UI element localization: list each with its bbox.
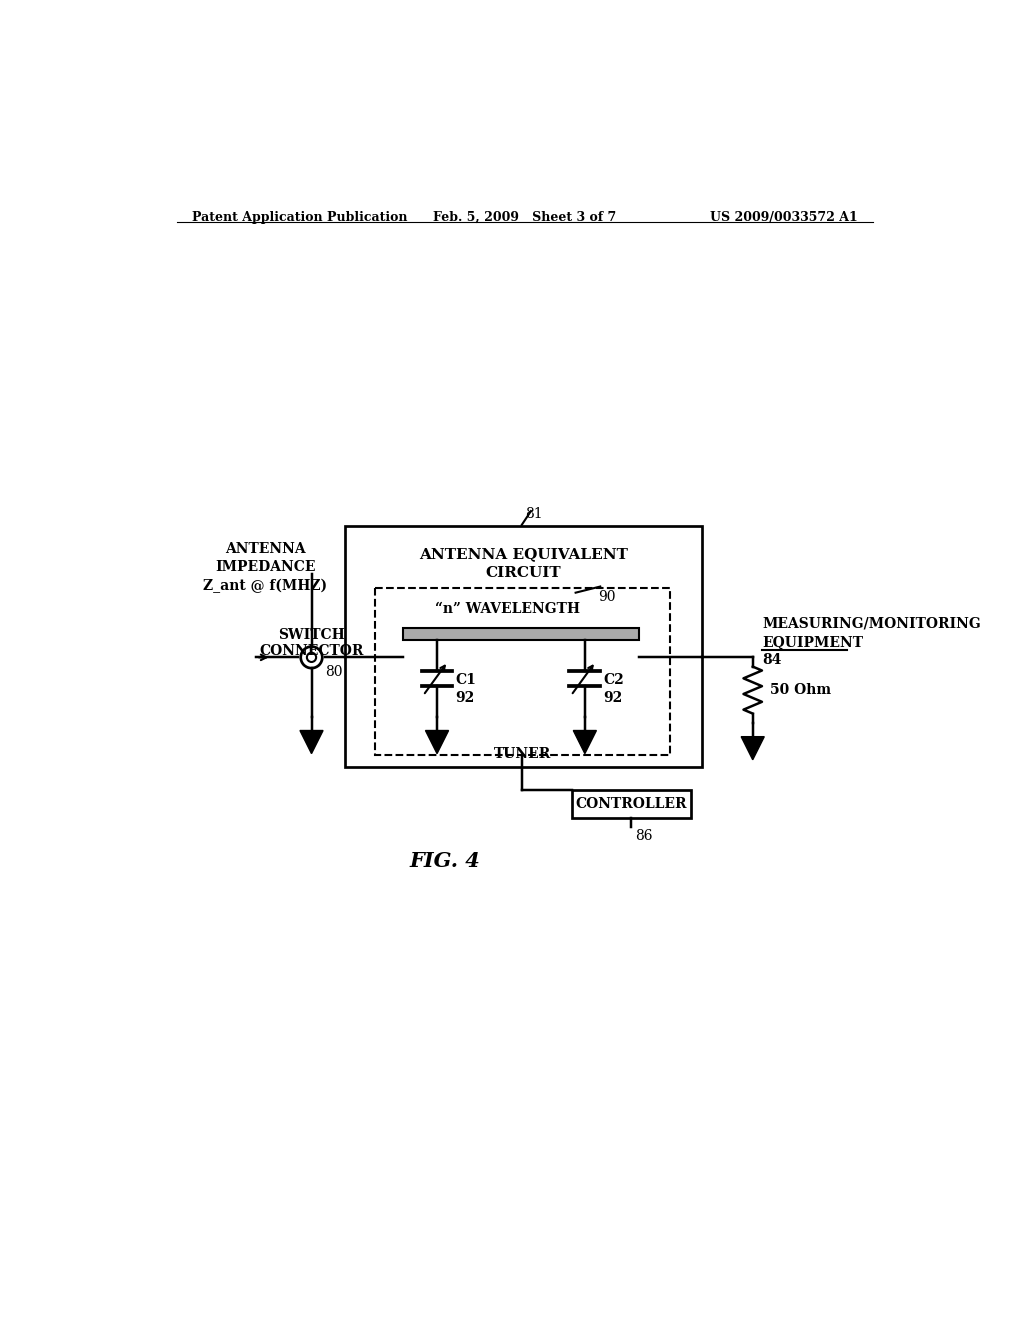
Text: C1
92: C1 92 <box>456 673 476 705</box>
Text: 81: 81 <box>525 507 543 521</box>
Text: ANTENNA
IMPEDANCE
Z_ant @ f(MHZ): ANTENNA IMPEDANCE Z_ant @ f(MHZ) <box>203 543 328 593</box>
Text: FIG. 4: FIG. 4 <box>410 851 480 871</box>
Text: Feb. 5, 2009   Sheet 3 of 7: Feb. 5, 2009 Sheet 3 of 7 <box>433 211 616 224</box>
Text: 50 Ohm: 50 Ohm <box>770 682 830 697</box>
Text: C2
92: C2 92 <box>603 673 624 705</box>
FancyArrowPatch shape <box>425 665 444 693</box>
Text: MEASURING/MONITORING
EQUIPMENT
84: MEASURING/MONITORING EQUIPMENT 84 <box>762 616 981 668</box>
Polygon shape <box>741 737 764 760</box>
Text: “n” WAVELENGTH: “n” WAVELENGTH <box>435 602 581 616</box>
Text: US 2009/0033572 A1: US 2009/0033572 A1 <box>710 211 857 224</box>
Text: 90: 90 <box>598 590 615 603</box>
Text: TUNER: TUNER <box>494 747 551 762</box>
Text: SWITCH
CONNECTOR: SWITCH CONNECTOR <box>259 628 364 659</box>
Text: ANTENNA EQUIVALENT
CIRCUIT: ANTENNA EQUIVALENT CIRCUIT <box>419 548 628 579</box>
Polygon shape <box>300 730 323 754</box>
Text: 86: 86 <box>635 829 652 843</box>
Text: 80: 80 <box>326 665 343 678</box>
FancyArrowPatch shape <box>572 665 593 693</box>
Polygon shape <box>573 730 596 754</box>
Polygon shape <box>403 628 639 640</box>
Polygon shape <box>425 730 449 754</box>
Text: Patent Application Publication: Patent Application Publication <box>193 211 408 224</box>
Text: CONTROLLER: CONTROLLER <box>575 797 687 810</box>
